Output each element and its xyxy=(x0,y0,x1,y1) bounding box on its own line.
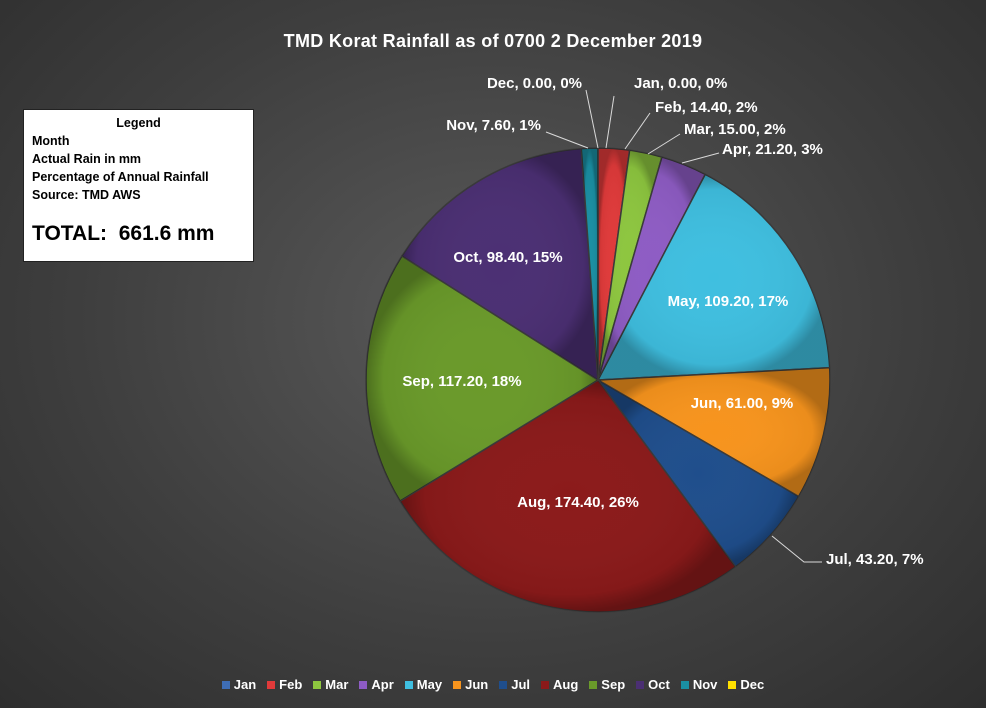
legend-swatch-may xyxy=(404,680,413,689)
pie-slice-shading-apr xyxy=(598,156,706,380)
legend-swatch-jan xyxy=(221,680,230,689)
pie-slice-shading-aug xyxy=(400,380,736,612)
legend-swatch-sep xyxy=(589,680,598,689)
chart-title: TMD Korat Rainfall as of 0700 2 December… xyxy=(283,31,703,51)
legend-swatch-feb xyxy=(267,680,276,689)
leader-line-mar xyxy=(647,133,681,155)
info-box: Legend Month Actual Rain in mm Percentag… xyxy=(23,109,254,262)
data-label-feb: Feb, 14.40, 2% xyxy=(655,99,758,116)
legend-item-apr: Apr xyxy=(359,677,394,692)
leader-line-dec xyxy=(585,89,599,149)
info-box-line-rain: Actual Rain in mm xyxy=(32,152,142,166)
legend-swatch-nov xyxy=(680,680,689,689)
leader-line-jul xyxy=(771,535,822,563)
legend-label-jul: Jul xyxy=(511,677,531,692)
data-label-mar: Mar, 15.00, 2% xyxy=(684,121,786,138)
pie-slice-shading-may xyxy=(598,174,830,380)
leader-line-jan xyxy=(605,95,615,149)
pie-slice-shading-sep xyxy=(366,255,598,502)
info-box-line-percentage: Percentage of Annual Rainfall xyxy=(32,170,209,184)
legend-swatch-jul xyxy=(499,680,508,689)
legend-label-nov: Nov xyxy=(692,677,718,692)
data-label-dec: Dec, 0.00, 0% xyxy=(487,75,582,92)
legend-swatch-dec xyxy=(728,680,737,689)
legend-item-sep: Sep xyxy=(589,677,625,692)
pie-slice-shading-nov xyxy=(581,147,598,380)
data-label-jan: Jan, 0.00, 0% xyxy=(634,75,727,92)
legend-swatch-oct xyxy=(636,680,645,689)
legend-item-feb: Feb xyxy=(267,677,302,692)
legend-label-sep: Sep xyxy=(601,677,626,692)
data-label-jun: Jun, 61.00, 9% xyxy=(691,395,794,412)
info-box-heading: Legend xyxy=(116,116,161,130)
leader-line-feb xyxy=(624,112,651,150)
legend-label-apr: Apr xyxy=(371,677,394,692)
leader-line-apr xyxy=(681,152,720,164)
info-box-line-month: Month xyxy=(32,134,70,148)
legend-label-jan: Jan xyxy=(233,677,257,692)
legend-label-aug: Aug xyxy=(553,677,579,692)
legend-item-nov: Nov xyxy=(680,677,718,692)
data-label-sep: Sep, 117.20, 18% xyxy=(402,373,521,390)
legend-item-mar: Mar xyxy=(313,677,348,692)
legend-swatch-jun xyxy=(453,680,462,689)
legend-item-may: May xyxy=(404,677,443,692)
legend-swatch-apr xyxy=(359,680,368,689)
data-label-oct: Oct, 98.40, 15% xyxy=(453,249,562,266)
legend-swatch-mar xyxy=(313,680,322,689)
pie-slice-shading-jul xyxy=(598,380,799,567)
info-box-line-source: Source: TMD AWS xyxy=(32,188,141,202)
chart-legend: Jan Feb Mar Apr May Jun Jul Aug Sep Oct Nov Dec xyxy=(0,677,986,692)
legend-item-oct: Oct xyxy=(636,677,670,692)
legend-item-dec: Dec xyxy=(728,677,764,692)
legend-item-jun: Jun xyxy=(453,677,488,692)
legend-item-jul: Jul xyxy=(499,677,530,692)
legend-swatch-aug xyxy=(541,680,550,689)
pie-slice-shading-jun xyxy=(598,367,830,497)
leader-line-nov xyxy=(545,131,589,149)
legend-label-jun: Jun xyxy=(465,677,489,692)
legend-label-may: May xyxy=(416,677,443,692)
data-label-may: May, 109.20, 17% xyxy=(668,293,789,310)
pie-slice-shading-oct xyxy=(401,148,598,380)
legend-label-dec: Dec xyxy=(740,677,765,692)
legend-label-oct: Oct xyxy=(648,677,670,692)
info-box-total: TOTAL: 661.6 mm xyxy=(32,222,215,245)
legend-item-jan: Jan xyxy=(221,677,257,692)
legend-label-feb: Feb xyxy=(279,677,303,692)
data-label-apr: Apr, 21.20, 3% xyxy=(722,141,823,158)
data-label-nov: Nov, 7.60, 1% xyxy=(446,117,541,134)
legend-label-mar: Mar xyxy=(325,677,349,692)
data-label-jul: Jul, 43.20, 7% xyxy=(826,551,924,568)
data-label-aug: Aug, 174.40, 26% xyxy=(517,494,639,511)
legend-item-aug: Aug xyxy=(541,677,578,692)
